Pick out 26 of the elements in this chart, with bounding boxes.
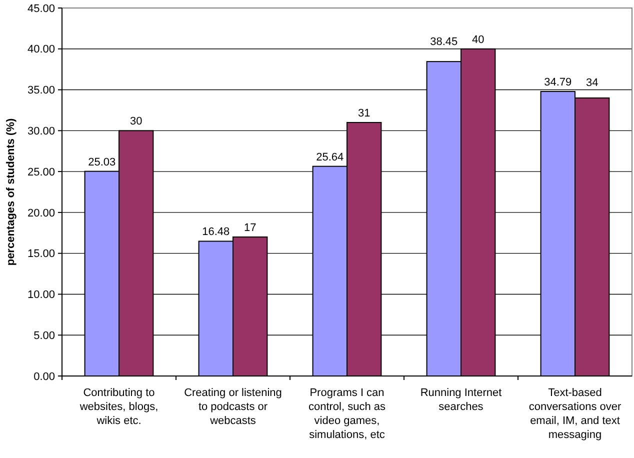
x-tick-label: Running Internet searches	[420, 387, 502, 413]
y-axis-title: percentages of students (%)	[5, 118, 17, 266]
x-tick-label: Text-based conversations over email, IM, and text messaging	[528, 387, 622, 441]
x-tick-label: Creating or listening to podcasts or webcasts	[184, 387, 282, 427]
data-label: 30	[130, 116, 142, 128]
data-label: 17	[244, 222, 256, 234]
data-label: 16.48	[202, 226, 230, 238]
x-tick-label: Programs I can control, such as video games, simulations, etc	[308, 387, 386, 441]
data-label: 34.79	[544, 76, 572, 88]
y-tick-label: 10.00	[27, 289, 55, 302]
data-label: 25.03	[88, 156, 116, 168]
y-tick-label: 30.00	[27, 126, 55, 138]
y-tick-label: 20.00	[27, 207, 55, 220]
y-tick-label: 35.00	[27, 84, 55, 97]
x-tick-label: Contributing to websites, blogs, wikis etc.	[78, 387, 158, 427]
y-tick-label: 45.00	[27, 2, 55, 15]
y-tick-label: 25.00	[27, 166, 55, 178]
y-tick-label: 0.00	[34, 370, 55, 383]
data-label: 25.64	[316, 151, 344, 164]
y-tick-label: 40.00	[27, 44, 55, 56]
data-label: 40	[472, 34, 484, 46]
y-tick-label: 5.00	[34, 330, 55, 342]
data-label: 31	[358, 107, 370, 120]
data-label: 34	[586, 76, 598, 89]
data-label: 38.45	[430, 36, 458, 48]
y-tick-label: 15.00	[27, 248, 55, 260]
